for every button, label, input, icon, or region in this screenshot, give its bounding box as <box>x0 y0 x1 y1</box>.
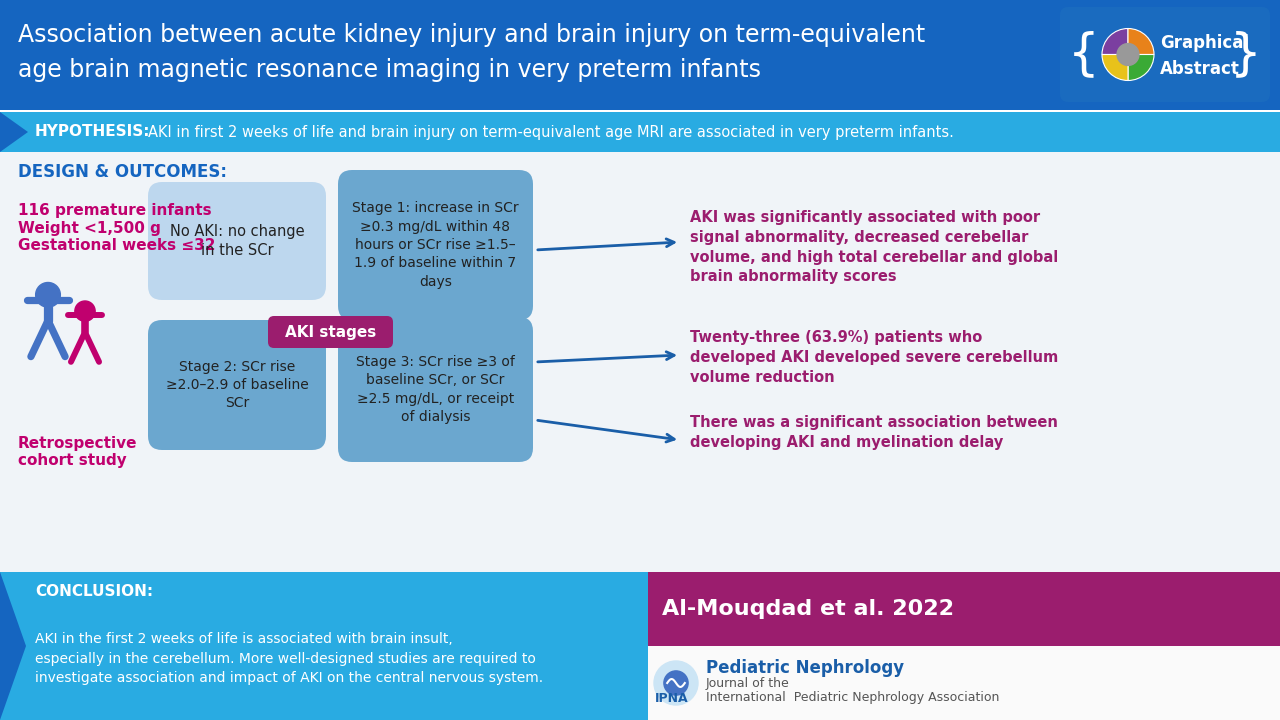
FancyBboxPatch shape <box>338 170 532 320</box>
Bar <box>648 646 1280 720</box>
Text: Pediatric Nephrology: Pediatric Nephrology <box>707 659 904 677</box>
Text: Twenty-three (63.9%) patients who
developed AKI developed severe cerebellum
volu: Twenty-three (63.9%) patients who develo… <box>690 330 1059 384</box>
Text: Stage 1: increase in SCr
≥0.3 mg/dL within 48
hours or SCr rise ≥1.5–
1.9 of bas: Stage 1: increase in SCr ≥0.3 mg/dL with… <box>352 201 518 289</box>
Text: AKI stages: AKI stages <box>285 325 376 340</box>
Text: No AKI: no change
in the SCr: No AKI: no change in the SCr <box>170 224 305 258</box>
Circle shape <box>36 282 60 307</box>
FancyBboxPatch shape <box>338 317 532 462</box>
Text: There was a significant association between
developing AKI and myelination delay: There was a significant association betw… <box>690 415 1057 450</box>
FancyBboxPatch shape <box>148 182 326 300</box>
Text: AKI in the first 2 weeks of life is associated with brain insult,
especially in : AKI in the first 2 weeks of life is asso… <box>35 632 543 685</box>
Wedge shape <box>1128 55 1155 81</box>
Text: Abstract: Abstract <box>1160 60 1240 78</box>
FancyBboxPatch shape <box>148 320 326 450</box>
Circle shape <box>654 661 698 705</box>
Bar <box>0 152 1280 572</box>
Circle shape <box>74 301 95 321</box>
Text: DESIGN & OUTCOMES:: DESIGN & OUTCOMES: <box>18 163 227 181</box>
Circle shape <box>664 671 689 695</box>
Text: AKI was significantly associated with poor
signal abnormality, decreased cerebel: AKI was significantly associated with po… <box>690 210 1059 284</box>
Wedge shape <box>1128 29 1155 55</box>
Text: Association between acute kidney injury and brain injury on term-equivalent: Association between acute kidney injury … <box>18 23 925 47</box>
Wedge shape <box>1102 29 1128 55</box>
Text: Stage 2: SCr rise
≥2.0–2.9 of baseline
SCr: Stage 2: SCr rise ≥2.0–2.9 of baseline S… <box>165 359 308 410</box>
Circle shape <box>1117 44 1139 66</box>
Text: Retrospective
cohort study: Retrospective cohort study <box>18 436 137 468</box>
Text: Weight <1,500 g: Weight <1,500 g <box>18 220 161 235</box>
Text: age brain magnetic resonance imaging in very preterm infants: age brain magnetic resonance imaging in … <box>18 58 762 82</box>
Text: Stage 3: SCr rise ≥3 of
baseline SCr, or SCr
≥2.5 mg/dL, or receipt
of dialysis: Stage 3: SCr rise ≥3 of baseline SCr, or… <box>356 355 515 424</box>
FancyBboxPatch shape <box>1060 7 1270 102</box>
Bar <box>0 112 1280 152</box>
Text: 116 premature infants: 116 premature infants <box>18 202 211 217</box>
Text: International  Pediatric Nephrology Association: International Pediatric Nephrology Assoc… <box>707 691 1000 704</box>
Text: {: { <box>1068 30 1100 78</box>
FancyBboxPatch shape <box>268 316 393 348</box>
Bar <box>0 572 648 720</box>
Bar <box>648 572 1280 646</box>
Text: Graphical: Graphical <box>1160 34 1249 52</box>
Text: Al-Mouqdad et al. 2022: Al-Mouqdad et al. 2022 <box>662 599 954 619</box>
Text: Journal of the: Journal of the <box>707 677 790 690</box>
Text: HYPOTHESIS:: HYPOTHESIS: <box>35 125 151 140</box>
Text: CONCLUSION:: CONCLUSION: <box>35 585 154 600</box>
Polygon shape <box>0 572 26 720</box>
Text: IPNA: IPNA <box>655 691 689 704</box>
Text: }: } <box>1230 30 1262 78</box>
Text: AKI in first 2 weeks of life and brain injury on term-equivalent age MRI are ass: AKI in first 2 weeks of life and brain i… <box>148 125 954 140</box>
Text: Gestational weeks ≤32: Gestational weeks ≤32 <box>18 238 215 253</box>
Polygon shape <box>0 112 28 152</box>
Bar <box>0 0 1280 110</box>
Wedge shape <box>1102 55 1128 81</box>
